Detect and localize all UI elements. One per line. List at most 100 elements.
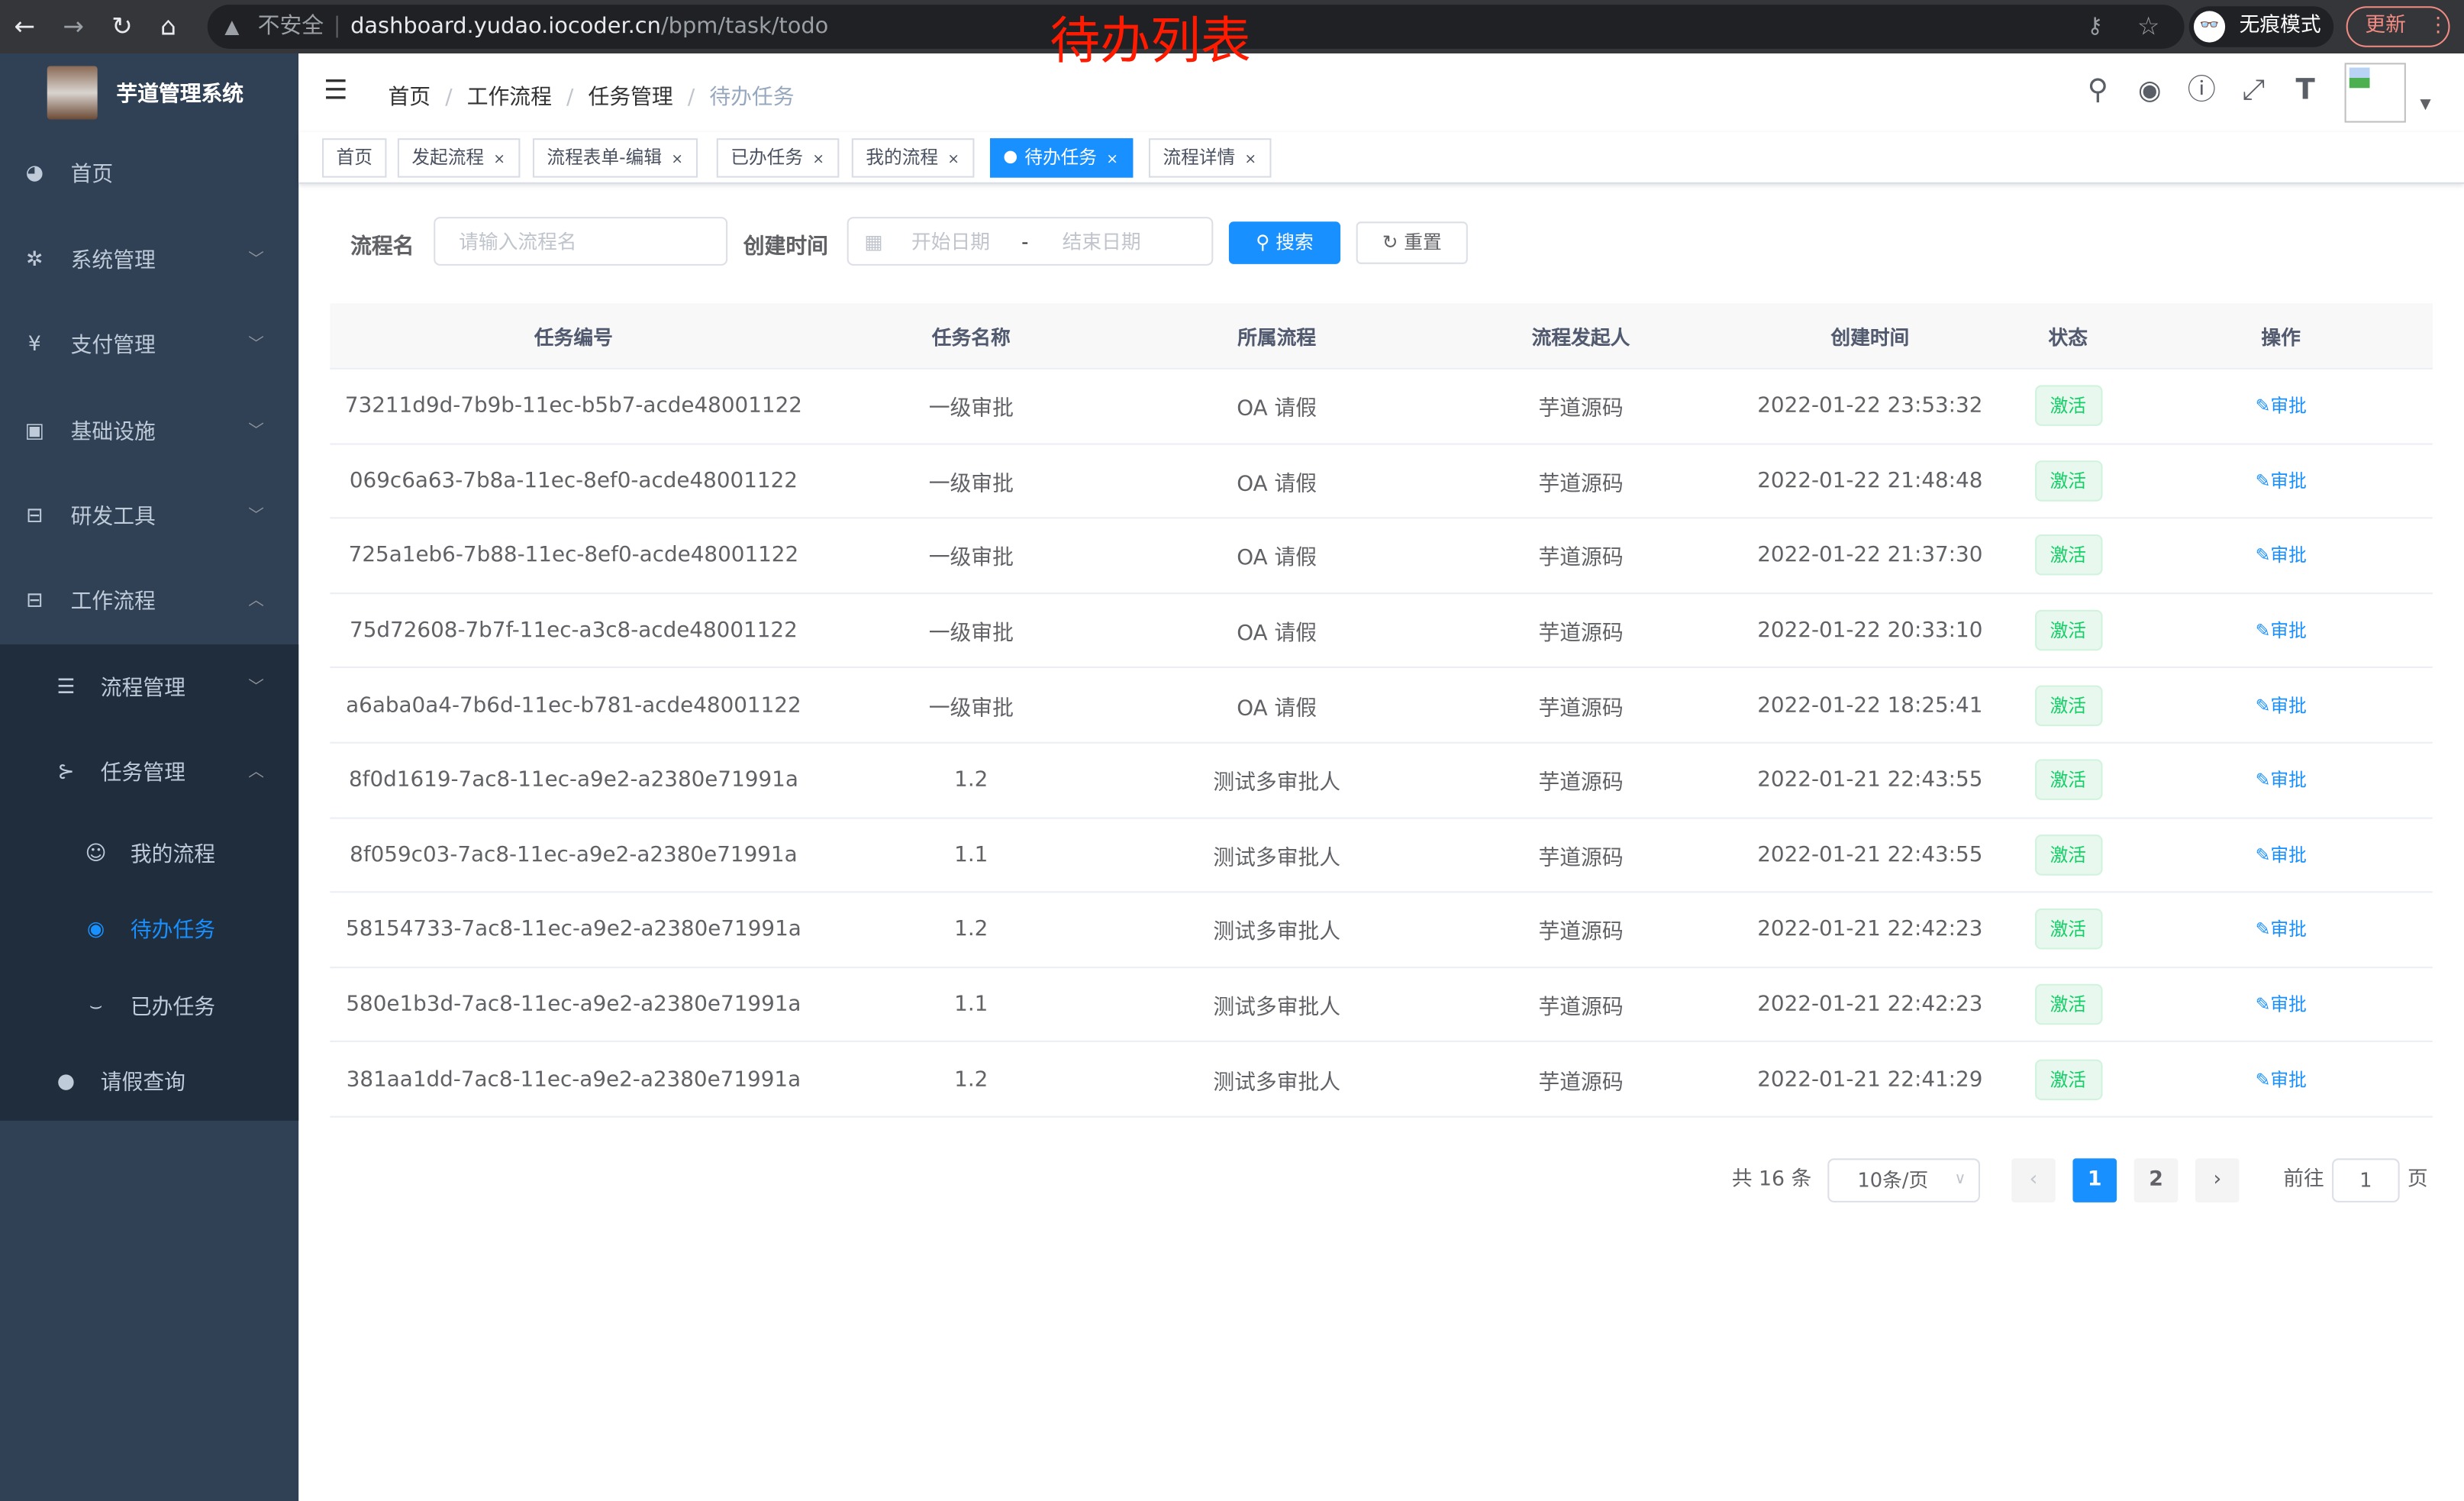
sidebar-subitem[interactable]: ☺ 我的流程 bbox=[0, 824, 298, 886]
sidebar-item-label: 流程管理 bbox=[100, 676, 185, 702]
cell-text: 75d72608-7b7f-11ec-a3c8-acde48001122 bbox=[350, 618, 798, 644]
cell-text: 芋道源码 bbox=[1538, 995, 1624, 1021]
start-date[interactable]: 开始日期 bbox=[911, 229, 991, 253]
back-icon[interactable]: ← bbox=[14, 11, 36, 41]
security-label: 不安全 bbox=[257, 14, 324, 40]
sidebar-item[interactable]: ◕ 首页 bbox=[0, 143, 298, 205]
edit-icon: ✎ bbox=[2255, 844, 2271, 867]
close-icon[interactable]: × bbox=[1244, 152, 1257, 169]
calendar-icon: ▦ bbox=[864, 229, 883, 253]
page-size-select[interactable]: 10条/页 ∨ bbox=[1827, 1158, 1980, 1202]
breadcrumb-item[interactable]: 首页 bbox=[388, 85, 431, 111]
approve-button[interactable]: ✎审批 bbox=[2256, 692, 2307, 718]
cell-text: 测试多审批人 bbox=[1213, 920, 1341, 946]
tag-2[interactable]: 流程表单-编辑 × bbox=[532, 138, 698, 178]
github-icon[interactable]: ◉ bbox=[2138, 75, 2162, 107]
approve-button[interactable]: ✎审批 bbox=[2256, 992, 2307, 1017]
tag-0[interactable]: 首页 bbox=[322, 138, 387, 178]
cell-text: 测试多审批人 bbox=[1213, 845, 1341, 871]
sidebar-item[interactable]: ⊟ 工作流程 ︿ bbox=[0, 570, 298, 633]
cell-text: 58154733-7ac8-11ec-a9e2-a2380e71991a bbox=[346, 917, 801, 943]
approve-button[interactable]: ✎审批 bbox=[2256, 767, 2307, 792]
breadcrumb-separator: / bbox=[560, 85, 581, 111]
sidebar-subitem[interactable]: ⊱ 任务管理 ︿ bbox=[0, 742, 298, 805]
breadcrumb-item[interactable]: 工作流程 bbox=[466, 85, 552, 111]
cell-text: 2022-01-22 21:48:48 bbox=[1757, 468, 1983, 494]
font-size-icon[interactable]: T bbox=[2295, 73, 2315, 107]
tag-label: 首页 bbox=[336, 146, 373, 169]
cell-text: OA 请假 bbox=[1237, 621, 1317, 647]
sidebar-subitem[interactable]: ● 请假查询 bbox=[0, 1051, 298, 1114]
page-1-button[interactable]: 1 bbox=[2072, 1158, 2117, 1202]
approve-button[interactable]: ✎审批 bbox=[2256, 543, 2307, 568]
fullscreen-icon[interactable]: ⤢ bbox=[2242, 73, 2266, 107]
caret-down-icon[interactable]: ▼ bbox=[2420, 97, 2431, 114]
edit-icon: ✎ bbox=[2255, 470, 2271, 492]
approve-button[interactable]: ✎审批 bbox=[2256, 393, 2307, 418]
cell-text: 580e1b3d-7ac8-11ec-a9e2-a2380e71991a bbox=[346, 992, 801, 1018]
goto-page-input[interactable]: 1 bbox=[2332, 1158, 2400, 1202]
reload-icon[interactable]: ↻ bbox=[111, 11, 133, 41]
tag-5[interactable]: 待办任务 × bbox=[989, 138, 1133, 178]
update-button[interactable]: 更新 ⋮ bbox=[2346, 6, 2450, 47]
approve-button[interactable]: ✎审批 bbox=[2256, 618, 2307, 643]
close-icon[interactable]: × bbox=[1106, 152, 1118, 169]
status-badge: 激活 bbox=[2033, 759, 2102, 801]
annotation-title: 待办列表 bbox=[1050, 11, 1251, 71]
active-dot-icon bbox=[1004, 150, 1017, 164]
user-avatar[interactable] bbox=[2344, 63, 2406, 123]
page-2-button[interactable]: 2 bbox=[2133, 1158, 2179, 1202]
approve-button[interactable]: ✎审批 bbox=[2256, 468, 2307, 493]
reset-button[interactable]: ↻ 重置 bbox=[1356, 221, 1468, 264]
forward-icon[interactable]: → bbox=[63, 11, 84, 41]
close-icon[interactable]: × bbox=[671, 152, 683, 169]
sidebar-item-label: 系统管理 bbox=[70, 248, 156, 274]
search-button[interactable]: ⚲ 搜索 bbox=[1228, 221, 1341, 264]
home-icon[interactable]: ⌂ bbox=[160, 11, 176, 41]
sidebar-item[interactable]: ▣ 基础设施 ﹀ bbox=[0, 401, 298, 463]
address-bar[interactable]: ▲ 不安全 dashboard.yudao.iocoder.cn/bpm/tas… bbox=[207, 5, 2185, 49]
prev-page-button[interactable]: ‹ bbox=[2011, 1158, 2056, 1202]
sidebar-subitem[interactable]: ☰ 流程管理 ﹀ bbox=[0, 657, 298, 720]
approve-label: 审批 bbox=[2270, 694, 2307, 717]
name-input[interactable]: 请输入流程名 bbox=[434, 217, 728, 266]
sidebar-item[interactable]: ⊟ 研发工具 ﹀ bbox=[0, 486, 298, 548]
next-page-button[interactable]: › bbox=[2195, 1158, 2240, 1202]
close-icon[interactable]: × bbox=[493, 152, 505, 169]
incognito-badge[interactable]: 👓 无痕模式 bbox=[2188, 6, 2334, 47]
sidebar-subitem[interactable]: ⌣ 已办任务 bbox=[0, 976, 298, 1038]
close-icon[interactable]: × bbox=[812, 152, 824, 169]
close-icon[interactable]: × bbox=[947, 152, 959, 169]
search-icon[interactable]: ⚲ bbox=[2087, 73, 2108, 107]
cell-text: 381aa1dd-7ac8-11ec-a9e2-a2380e71991a bbox=[346, 1067, 801, 1093]
column-header: 任务编号 bbox=[534, 325, 613, 350]
key-icon[interactable]: ⚷ bbox=[2086, 14, 2104, 40]
tag-1[interactable]: 发起流程 × bbox=[397, 138, 520, 178]
cell-text: 芋道源码 bbox=[1538, 845, 1624, 871]
tag-6[interactable]: 流程详情 × bbox=[1148, 138, 1271, 178]
help-icon[interactable]: ⓘ bbox=[2187, 73, 2216, 107]
yen-icon: ¥ bbox=[27, 333, 41, 357]
star-icon[interactable]: ☆ bbox=[2137, 11, 2160, 41]
total-count: 共 16 条 bbox=[1731, 1167, 1812, 1192]
submenu bbox=[0, 644, 299, 1121]
approve-label: 审批 bbox=[2270, 769, 2307, 792]
tag-4[interactable]: 我的流程 × bbox=[851, 138, 974, 178]
sidebar-item[interactable]: ✲ 系统管理 ﹀ bbox=[0, 230, 298, 292]
sidebar-item-label: 我的流程 bbox=[130, 842, 216, 868]
breadcrumb-item[interactable]: 任务管理 bbox=[588, 85, 673, 111]
cell-text: 测试多审批人 bbox=[1213, 995, 1341, 1021]
hamburger-icon[interactable]: ☰ bbox=[324, 75, 348, 107]
cell-text: 芋道源码 bbox=[1538, 1070, 1624, 1096]
table-row: 069c6a63-7b8a-11ec-8ef0-acde48001122 一级审批… bbox=[330, 444, 2433, 519]
tag-3[interactable]: 已办任务 × bbox=[716, 138, 839, 178]
date-range-input[interactable]: ▦ 开始日期 - 结束日期 bbox=[847, 217, 1214, 266]
approve-button[interactable]: ✎审批 bbox=[2256, 917, 2307, 942]
approve-button[interactable]: ✎审批 bbox=[2256, 1067, 2307, 1092]
status-badge: 激活 bbox=[2033, 684, 2102, 726]
end-date[interactable]: 结束日期 bbox=[1062, 229, 1141, 253]
table-row: 725a1eb6-7b88-11ec-8ef0-acde48001122 一级审批… bbox=[330, 519, 2433, 594]
approve-button[interactable]: ✎审批 bbox=[2256, 842, 2307, 867]
sidebar-subitem[interactable]: ◉ 待办任务 bbox=[0, 899, 298, 962]
sidebar-item[interactable]: ¥ 支付管理 ﹀ bbox=[0, 315, 298, 377]
